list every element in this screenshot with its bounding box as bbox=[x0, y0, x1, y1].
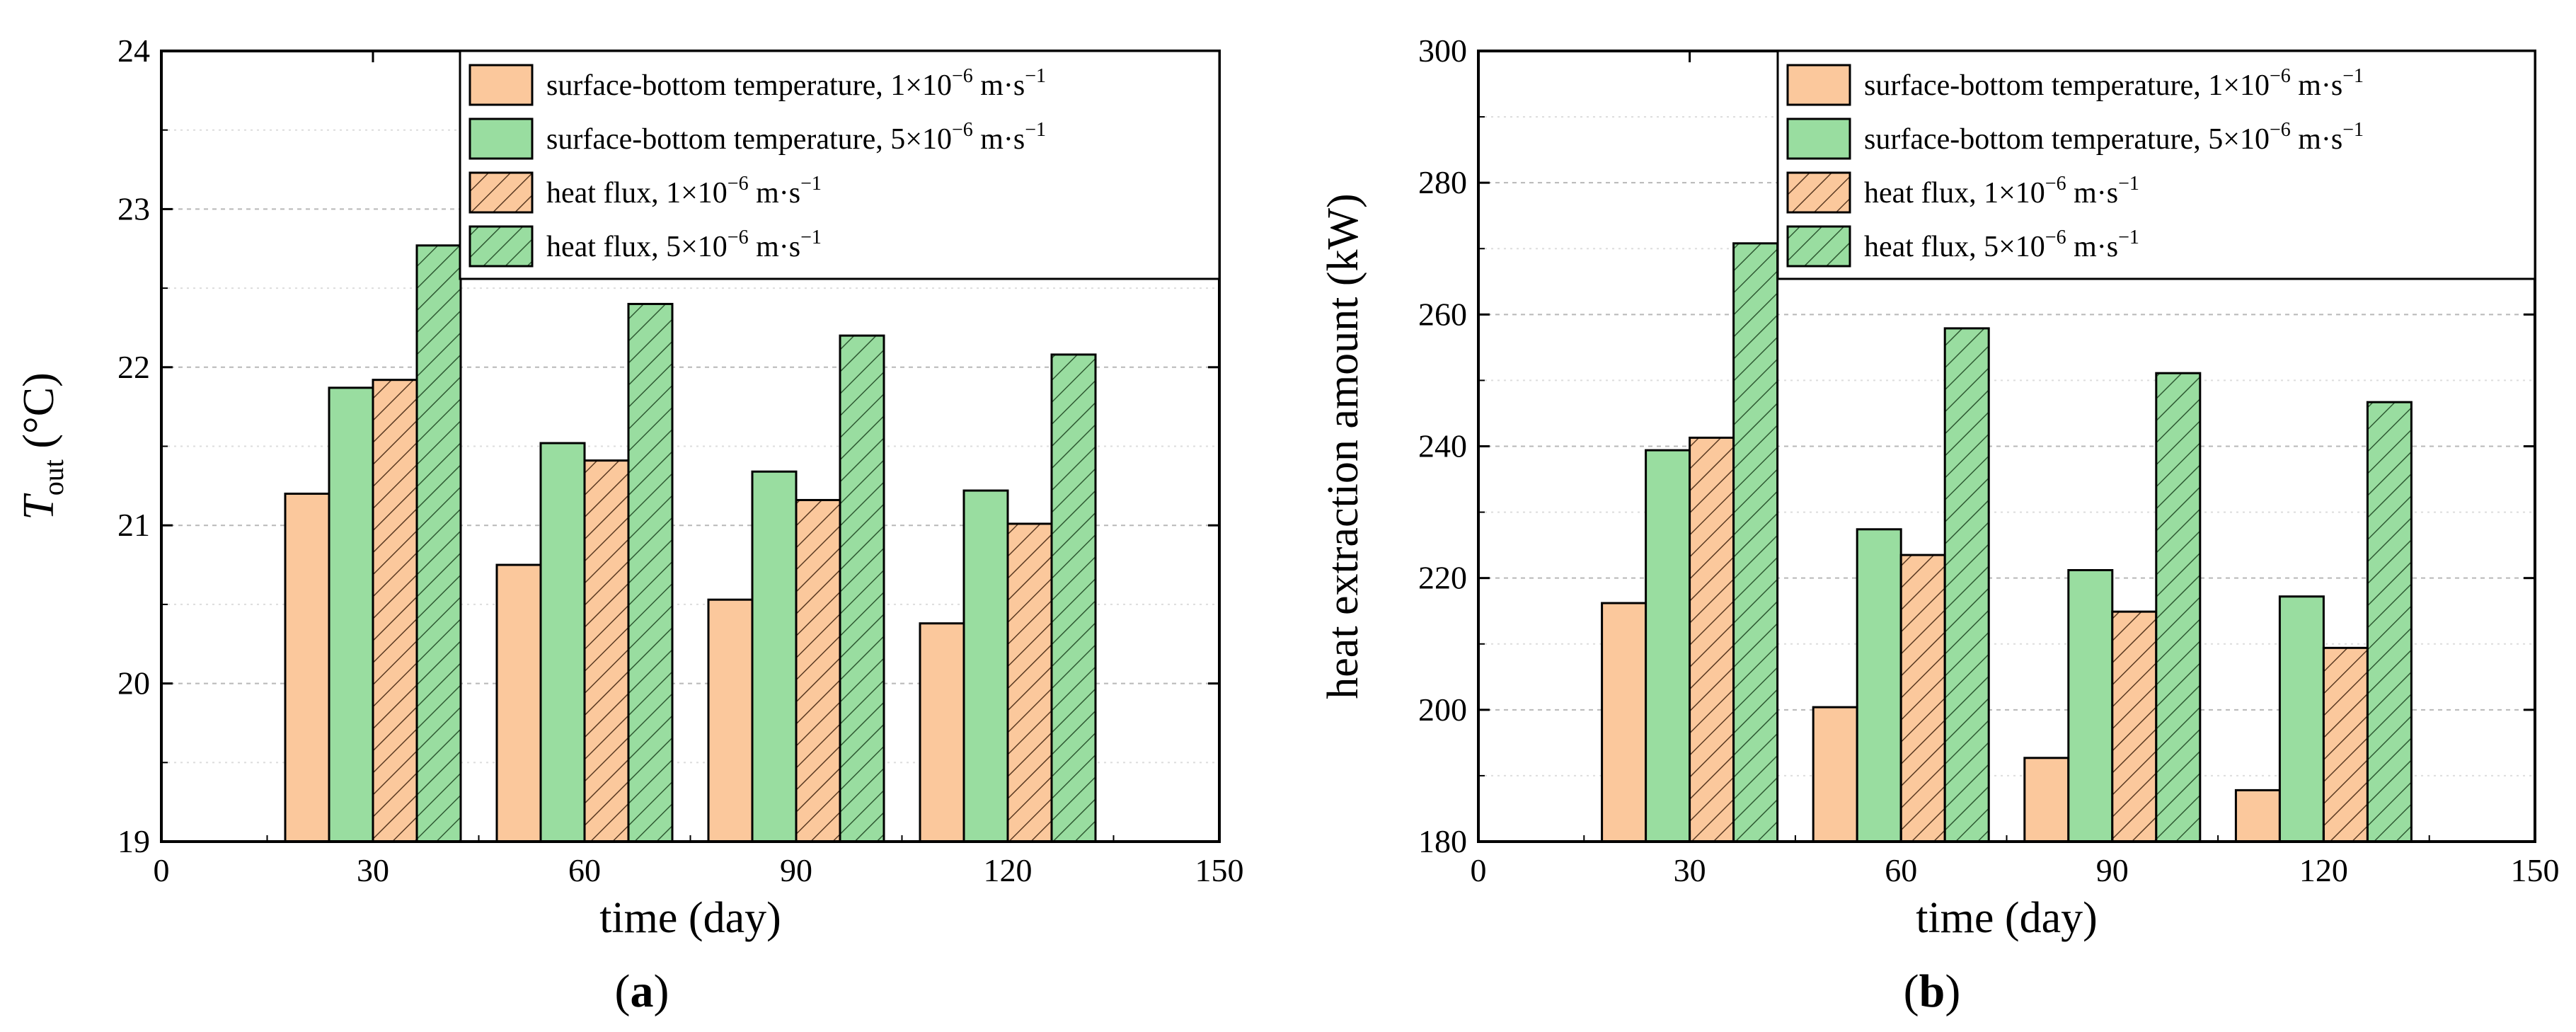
y-axis-label-a-sub: out bbox=[38, 459, 69, 495]
legend-entry: heat flux, 1×10−6 m·s−1 bbox=[546, 173, 822, 210]
chart-panel-b: 180 200 220 240 260 280 300 0 30 60 90 120 150 surfa… bbox=[1319, 33, 2560, 1017]
legend-swatch bbox=[1786, 225, 1851, 268]
x-axis-label-b: time (day) bbox=[1916, 894, 2098, 942]
y-axis-label-a-unit: (°C) bbox=[15, 372, 63, 459]
legend-box bbox=[459, 50, 1221, 280]
legend-box bbox=[1776, 50, 2536, 280]
legend-swatch bbox=[468, 64, 534, 106]
y-tick-label: 260 bbox=[1418, 296, 1467, 332]
bar-60-series-1 bbox=[495, 563, 542, 843]
bar-120-series-1 bbox=[919, 622, 965, 843]
bar-30-series-4 bbox=[1732, 242, 1779, 843]
bar-90-series-3 bbox=[2111, 610, 2158, 843]
y-tick-label: 20 bbox=[117, 665, 150, 701]
x-tick-label: 60 bbox=[568, 852, 601, 888]
y-tick-label: 23 bbox=[117, 190, 150, 227]
ticks-a: 19 20 21 22 23 24 0 30 60 90 120 150 bbox=[117, 33, 1244, 888]
bar-60-series-2 bbox=[539, 442, 586, 843]
legend-entry: surface-bottom temperature, 5×10−6 m·s−1 bbox=[546, 119, 1046, 156]
bar-90-series-2 bbox=[2067, 568, 2114, 843]
bar-120-series-4 bbox=[1050, 353, 1097, 843]
bar-120-series-3 bbox=[1006, 522, 1053, 843]
bar-90-series-1 bbox=[2023, 757, 2070, 843]
panel-letter-b: b bbox=[1919, 965, 1945, 1017]
x-tick-label: 90 bbox=[2096, 852, 2129, 888]
bar-60-series-3 bbox=[1899, 554, 1946, 843]
legend-b: surface-bottom temperature, 1×10−6 m·s−1… bbox=[1776, 50, 2536, 280]
y-tick-label: 24 bbox=[117, 33, 150, 69]
bar-30-series-2 bbox=[328, 386, 374, 843]
bar-120-series-4 bbox=[2366, 401, 2413, 843]
x-tick-label: 150 bbox=[1195, 852, 1244, 888]
bar-120-series-2 bbox=[2278, 595, 2325, 843]
y-axis-label-a: Tout (°C) bbox=[15, 372, 69, 520]
bar-120-series-2 bbox=[962, 489, 1009, 843]
legend-swatch bbox=[1786, 171, 1851, 214]
y-tick-label: 19 bbox=[117, 823, 150, 859]
legend-swatch bbox=[1786, 64, 1851, 106]
bars-a bbox=[284, 244, 1097, 843]
legend-a: surface-bottom temperature, 1×10−6 m·s−1… bbox=[459, 50, 1221, 280]
x-tick-label: 90 bbox=[780, 852, 812, 888]
bar-90-series-3 bbox=[795, 498, 841, 843]
bar-90-series-4 bbox=[2155, 372, 2202, 843]
bar-90-series-1 bbox=[707, 598, 754, 843]
bar-60-series-3 bbox=[583, 459, 630, 843]
bar-30-series-1 bbox=[1601, 602, 1648, 843]
x-tick-label: 0 bbox=[1471, 852, 1487, 888]
y-tick-label: 300 bbox=[1418, 33, 1467, 69]
chart-panel-a: 19 20 21 22 23 24 0 30 60 90 120 150 surface-bottom… bbox=[15, 33, 1244, 1017]
y-tick-label: 200 bbox=[1418, 692, 1467, 728]
x-tick-label: 30 bbox=[357, 852, 389, 888]
panel-label-a: (a) bbox=[615, 965, 669, 1017]
y-axis-label-b-main: heat extraction amount (kW) bbox=[1319, 193, 1367, 699]
bar-30-series-4 bbox=[415, 244, 462, 843]
bar-30-series-2 bbox=[1645, 449, 1691, 843]
bar-90-series-4 bbox=[839, 334, 885, 843]
x-axis-label-a: time (day) bbox=[599, 894, 781, 942]
bar-60-series-4 bbox=[627, 302, 674, 843]
x-tick-label: 120 bbox=[984, 852, 1033, 888]
y-axis-label-b: heat extraction amount (kW) bbox=[1319, 193, 1367, 699]
panel-letter-a: a bbox=[631, 965, 654, 1017]
y-tick-label: 21 bbox=[117, 507, 150, 543]
legend-entry: heat flux, 5×10−6 m·s−1 bbox=[546, 227, 822, 263]
y-tick-label: 280 bbox=[1418, 164, 1467, 200]
bar-60-series-1 bbox=[1812, 706, 1858, 843]
bar-120-series-1 bbox=[2234, 789, 2281, 843]
bar-90-series-2 bbox=[751, 470, 798, 843]
bar-60-series-2 bbox=[1856, 528, 1902, 843]
legend-entry: surface-bottom temperature, 1×10−6 m·s−1 bbox=[546, 65, 1046, 102]
bar-60-series-4 bbox=[1943, 327, 1990, 843]
bar-30-series-3 bbox=[1689, 436, 1735, 843]
y-tick-label: 240 bbox=[1418, 428, 1467, 464]
bar-120-series-3 bbox=[2322, 646, 2369, 843]
y-axis-label-a-main: T bbox=[15, 493, 63, 520]
x-tick-label: 30 bbox=[1674, 852, 1706, 888]
x-tick-label: 0 bbox=[154, 852, 170, 888]
legend-entry: surface-bottom temperature, 5×10−6 m·s−1 bbox=[1864, 119, 2364, 156]
ticks-b: 180 200 220 240 260 280 300 0 30 60 90 120 150 bbox=[1418, 33, 2560, 888]
legend-swatch bbox=[468, 171, 534, 214]
legend-swatch bbox=[468, 225, 534, 268]
legend-entry: surface-bottom temperature, 1×10−6 m·s−1 bbox=[1864, 65, 2364, 102]
legend-swatch bbox=[1786, 117, 1851, 160]
x-tick-label: 120 bbox=[2299, 852, 2348, 888]
y-tick-label: 220 bbox=[1418, 560, 1467, 596]
legend-swatch bbox=[468, 117, 534, 160]
bars-b bbox=[1601, 242, 2413, 843]
x-tick-label: 60 bbox=[1885, 852, 1917, 888]
panel-label-b: (b) bbox=[1904, 965, 1961, 1017]
y-tick-label: 180 bbox=[1418, 823, 1467, 859]
legend-entry: heat flux, 5×10−6 m·s−1 bbox=[1864, 227, 2139, 263]
legend-entry: heat flux, 1×10−6 m·s−1 bbox=[1864, 173, 2139, 210]
x-tick-label: 150 bbox=[2511, 852, 2560, 888]
y-tick-label: 22 bbox=[117, 349, 150, 385]
bar-30-series-3 bbox=[372, 379, 418, 843]
bar-30-series-1 bbox=[284, 493, 330, 843]
